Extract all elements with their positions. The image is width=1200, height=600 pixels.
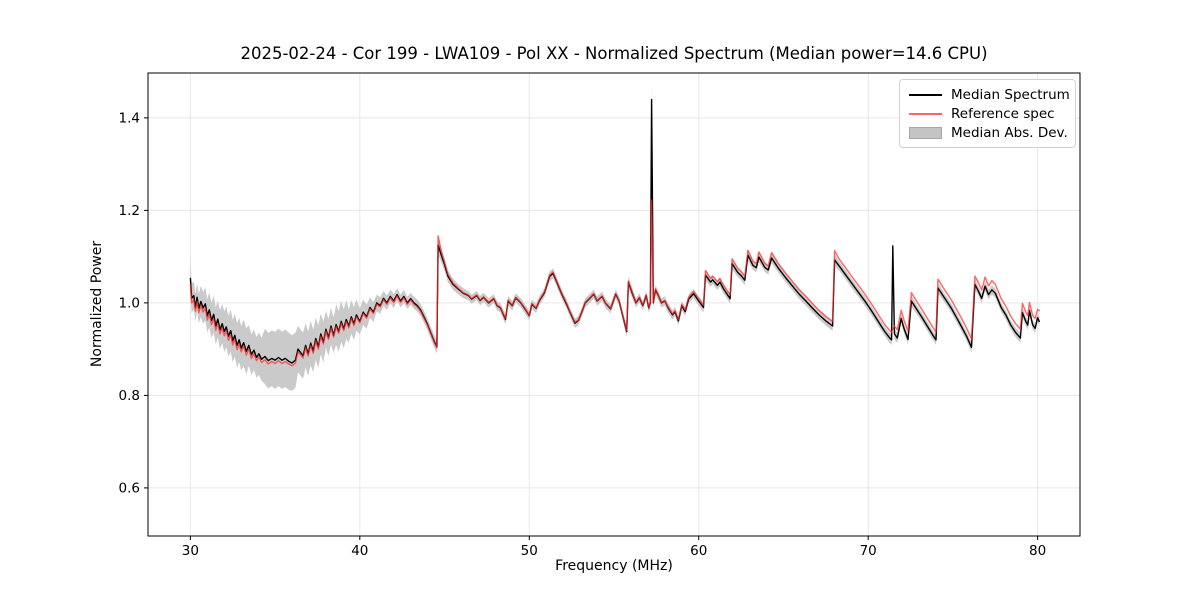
svg-text:0.6: 0.6 — [119, 480, 140, 496]
legend-mad-label: Median Abs. Dev. — [951, 124, 1068, 141]
svg-text:70: 70 — [860, 543, 877, 559]
legend-reference-line-sample — [909, 112, 942, 115]
legend-band-sample — [909, 126, 942, 139]
svg-text:30: 30 — [182, 543, 199, 559]
legend-item-median: Median Spectrum — [909, 85, 1070, 104]
svg-text:1.2: 1.2 — [119, 203, 140, 219]
svg-text:50: 50 — [521, 543, 538, 559]
legend-median-line-sample — [909, 93, 942, 96]
y-axis-label: Normalized Power — [89, 240, 105, 368]
chart-title: 2025-02-24 - Cor 199 - LWA109 - Pol XX -… — [240, 44, 988, 63]
legend-item-reference: Reference spec — [909, 104, 1065, 123]
legend: Median Spectrum Reference spec Median Ab… — [899, 79, 1076, 148]
svg-text:60: 60 — [690, 543, 707, 559]
legend-median-label: Median Spectrum — [951, 86, 1070, 103]
x-axis-label: Frequency (MHz) — [555, 558, 673, 574]
svg-text:0.8: 0.8 — [119, 388, 140, 404]
svg-text:1.0: 1.0 — [119, 295, 140, 311]
svg-text:40: 40 — [351, 543, 368, 559]
legend-item-mad: Median Abs. Dev. — [909, 123, 1068, 142]
svg-text:80: 80 — [1029, 543, 1046, 559]
legend-reference-label: Reference spec — [951, 105, 1055, 122]
svg-text:1.4: 1.4 — [119, 110, 140, 126]
